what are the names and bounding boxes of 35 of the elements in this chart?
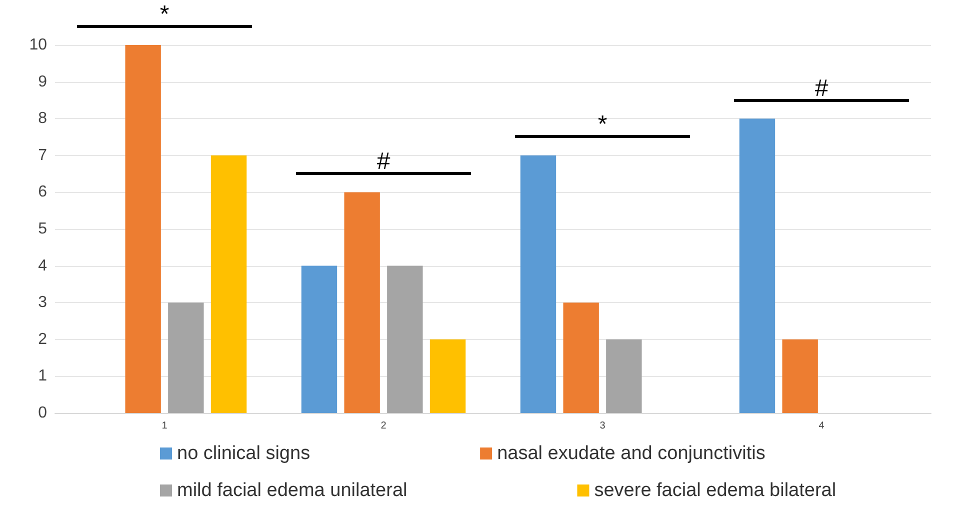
bar (430, 339, 466, 413)
y-tick-label: 10 (29, 36, 48, 54)
y-tick-label: 8 (38, 110, 48, 128)
bar (301, 266, 338, 413)
legend-label: nasal exudate and conjunctivitis (497, 443, 766, 464)
y-tick-label: 2 (38, 330, 48, 348)
annotation: # (376, 148, 390, 176)
bar (782, 339, 818, 413)
legend-label: severe facial edema bilateral (594, 480, 836, 501)
bar (520, 155, 556, 413)
x-tick-label: 4 (818, 420, 825, 432)
x-tick-label: 2 (380, 420, 387, 432)
x-tick-label: 3 (600, 420, 606, 432)
y-tick-label: 4 (38, 257, 48, 274)
bar (125, 45, 161, 413)
legend-label: no clinical signs (177, 443, 310, 464)
y-tick-label: 6 (38, 184, 48, 201)
bar (563, 302, 599, 413)
x-tick-label: 1 (162, 420, 168, 432)
bar (387, 266, 423, 413)
bar (210, 155, 247, 413)
legend-label: mild facial edema unilateral (177, 480, 408, 501)
bar (344, 192, 380, 413)
annotation: # (814, 74, 828, 102)
y-tick-label: 0 (38, 404, 48, 422)
y-tick-label: 9 (38, 73, 48, 90)
y-tick-label: 5 (38, 220, 48, 238)
bar (168, 302, 204, 413)
y-tick-label: 3 (38, 294, 48, 312)
y-tick-label: 7 (38, 146, 48, 164)
bar (739, 118, 776, 413)
text: * (160, 1, 170, 28)
annotation: * (598, 111, 608, 138)
bar (606, 339, 642, 413)
y-tick-label: 1 (38, 368, 48, 385)
